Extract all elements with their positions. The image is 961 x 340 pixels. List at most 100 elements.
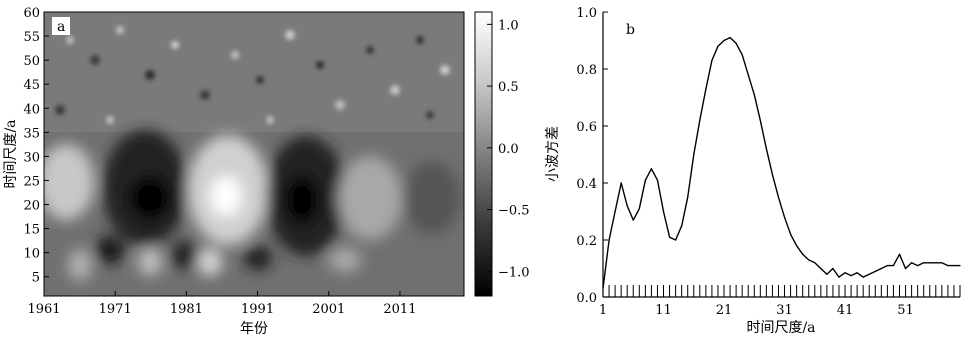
variance-point	[681, 225, 683, 227]
variance-point	[832, 267, 834, 270]
variance-x-axis: 1 11 21 31 41 51	[599, 285, 961, 318]
variance-point	[650, 168, 653, 170]
variance-line	[602, 36, 960, 289]
colorbar-tick-label: 1.0	[498, 18, 519, 33]
heatmap-x-tick-label: 1961	[27, 302, 60, 317]
panel-b-label: b	[626, 22, 635, 38]
variance-x-tick-label: 21	[716, 303, 733, 318]
heatmap-y-tick-label: 15	[23, 223, 40, 238]
heatmap-y-tick-label: 55	[23, 30, 40, 45]
variance-point	[789, 233, 792, 235]
variance-point	[892, 265, 895, 267]
variance-x-axis-title: 时间尺度/a	[746, 320, 815, 336]
variance-point	[693, 153, 695, 156]
heatmap-y-tick-label: 40	[23, 102, 40, 117]
colorbar: 1.0 0.5 0.0 −0.5 −1.0	[474, 11, 530, 297]
variance-point	[668, 236, 671, 238]
variance-point	[699, 119, 701, 121]
variance-point	[874, 270, 876, 272]
heatmap-y-tick-label: 25	[23, 174, 40, 189]
variance-y-tick-label: 0.4	[576, 177, 597, 192]
variance-point	[880, 267, 882, 270]
variance-y-tick-label: 0.0	[576, 291, 597, 306]
variance-point	[675, 239, 677, 241]
variance-point	[947, 265, 949, 267]
variance-y-tick-label: 0.2	[576, 234, 597, 249]
variance-point	[687, 196, 689, 198]
heatmap-x-tick-label: 1991	[241, 302, 274, 317]
wavelet-variance-panel: 1 11 21 31 41 51 0.00.20.40.60.81.0 b 时间尺度/a …	[545, 6, 961, 336]
variance-x-tick-label: 31	[776, 303, 793, 318]
heatmap-y-tick-label: 60	[23, 6, 40, 21]
colorbar-tick-label: −0.5	[498, 204, 530, 219]
variance-point	[838, 276, 840, 278]
heatmap-y-tick-label: 30	[23, 150, 40, 165]
heatmap-y-tick-label: 10	[23, 247, 40, 262]
panel-a-label: a	[57, 19, 65, 35]
variance-point	[917, 265, 919, 267]
heatmap-x-tick-label: 2011	[383, 302, 416, 317]
heatmap-x-axis: 1961 1971 1981 1991 2001 2011	[27, 291, 416, 317]
heatmap-frame	[43, 11, 465, 297]
variance-point	[796, 245, 798, 247]
variance-point	[765, 148, 767, 150]
variance-point	[862, 276, 864, 278]
colorbar-tick-label: 0.5	[498, 80, 519, 95]
variance-point	[656, 179, 659, 181]
variance-point	[844, 272, 846, 274]
variance-point	[614, 210, 616, 213]
variance-point	[886, 265, 888, 267]
heatmap-x-axis-title: 年份	[240, 321, 268, 337]
variance-point	[717, 45, 719, 47]
heatmap-x-tick-label: 1981	[170, 302, 203, 317]
variance-point	[850, 275, 852, 277]
variance-point	[826, 273, 828, 275]
variance-point	[777, 196, 780, 198]
variance-point	[941, 262, 943, 264]
wavelet-heatmap-panel: a 1961 1971 1981 1991 2001 2011 5 10 15 20 25 30 35…	[3, 6, 465, 337]
variance-y-tick-label: 0.8	[576, 63, 597, 78]
variance-y-tick-label: 0.6	[576, 120, 597, 135]
variance-point	[923, 262, 925, 264]
variance-point	[735, 42, 737, 44]
variance-y-axis: 0.0 0.2 0.4 0.6 0.8 1.0	[576, 6, 608, 306]
variance-point	[638, 208, 640, 210]
variance-point	[868, 273, 870, 275]
variance-point	[808, 259, 810, 261]
variance-point	[632, 219, 634, 221]
variance-point	[608, 239, 610, 241]
variance-point	[910, 262, 913, 264]
heatmap-y-tick-label: 5	[32, 271, 40, 286]
colorbar-tick-label: 0.0	[498, 142, 519, 157]
variance-point	[723, 39, 725, 42]
variance-point	[820, 267, 822, 270]
heatmap-y-tick-label: 50	[23, 54, 40, 69]
heatmap-y-tick-label: 20	[23, 199, 40, 214]
heatmap-y-tick-label: 35	[23, 126, 40, 141]
variance-point	[771, 173, 774, 176]
heatmap-field	[44, 12, 464, 296]
variance-point	[662, 210, 665, 213]
variance-point	[644, 179, 646, 181]
variance-point	[741, 54, 743, 56]
variance-y-axis-title: 小波方差	[545, 126, 561, 182]
variance-point	[602, 287, 604, 290]
heatmap-x-tick-label: 2001	[312, 302, 345, 317]
variance-point	[935, 262, 937, 264]
variance-point	[856, 272, 858, 274]
variance-point	[747, 74, 749, 76]
variance-point	[753, 94, 755, 96]
heatmap-y-axis: 5 10 15 20 25 30 35 40 45 50 55 60	[23, 6, 49, 286]
variance-x-tick-label: 11	[655, 303, 672, 318]
variance-point	[959, 265, 961, 267]
variance-y-tick-label: 1.0	[576, 6, 597, 21]
variance-point	[705, 88, 707, 90]
colorbar-gradient	[474, 11, 493, 297]
variance-point	[711, 59, 713, 62]
variance-series	[602, 36, 961, 290]
variance-point	[620, 182, 622, 184]
heatmap-y-axis-title: 时间尺度/a	[3, 119, 19, 188]
heatmap-y-tick-label: 45	[23, 78, 40, 93]
variance-point	[759, 119, 761, 121]
